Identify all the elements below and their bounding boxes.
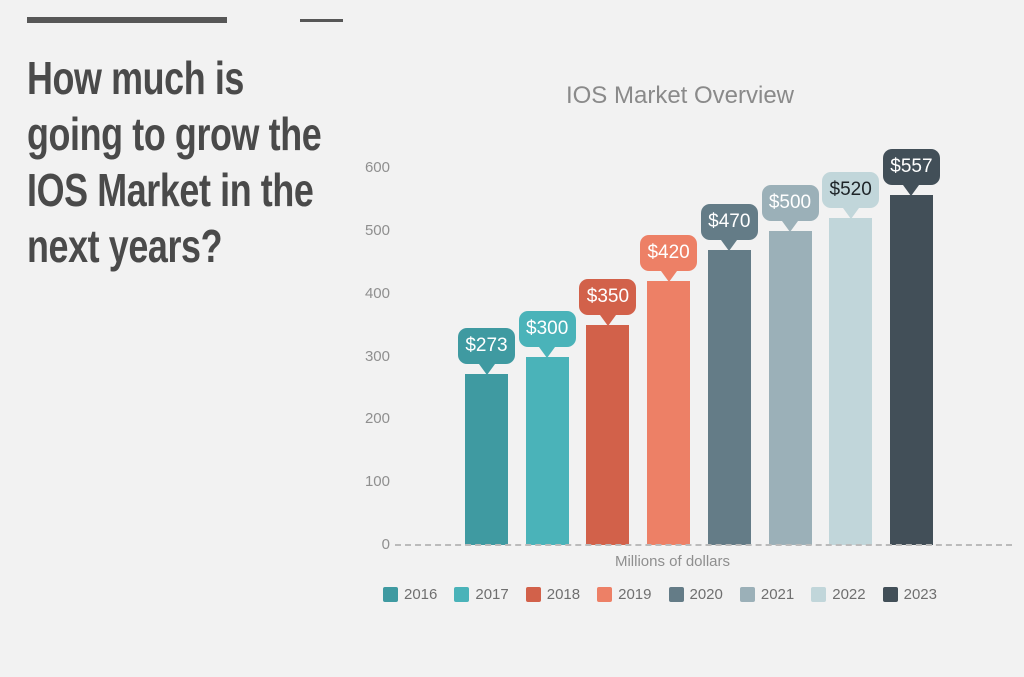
bar-2017 [525, 356, 569, 545]
legend-label: 2023 [903, 586, 937, 603]
bar-value-bubble: $500 [761, 185, 819, 221]
bubble-tail [721, 239, 738, 251]
bar-2022 [829, 218, 873, 545]
y-tick-label: 400 [364, 284, 390, 302]
bar-2023 [889, 195, 933, 545]
y-tick-label: 200 [364, 410, 390, 428]
legend-swatch [739, 587, 755, 602]
y-tick-label: 500 [364, 222, 390, 239]
legend-item-2016: 2016 [383, 586, 437, 603]
headline-underline-bar [27, 17, 227, 23]
legend-swatch [668, 587, 684, 602]
x-axis-line [395, 544, 1012, 546]
y-tick-label: 600 [364, 159, 390, 177]
legend-item-2020: 2020 [668, 586, 723, 603]
bubble-tail [782, 221, 798, 232]
bar-2018 [586, 325, 630, 545]
legend-label: 2019 [618, 586, 652, 603]
legend-label: 2018 [546, 586, 581, 603]
headline: How much is going to grow the IOS Market i… [27, 50, 355, 274]
headline-line: IOS Market in the [27, 164, 314, 216]
bar-value-bubble: $273 [458, 327, 515, 364]
legend-item-2017: 2017 [454, 586, 509, 603]
bubble-tail [478, 363, 495, 375]
legend-label: 2016 [404, 586, 438, 603]
bar-2019 [647, 281, 691, 545]
bubble-tail [842, 208, 859, 220]
legend-swatch [454, 587, 470, 602]
legend-swatch [882, 587, 898, 602]
legend-swatch [383, 587, 398, 602]
legend-swatch [525, 587, 541, 602]
legend-item-2022: 2022 [811, 586, 866, 603]
bar-value-bubble: $300 [518, 310, 576, 347]
bubble-tail [903, 185, 920, 197]
legend-label: 2022 [832, 586, 866, 603]
legend-swatch [597, 587, 613, 602]
legend-item-2019: 2019 [597, 586, 652, 603]
legend-item-2021: 2021 [739, 586, 795, 603]
y-tick-label: 0 [381, 536, 390, 553]
headline-line: next years? [27, 220, 223, 272]
legend-item-2023: 2023 [882, 586, 937, 603]
legend-label: 2021 [760, 586, 795, 603]
bubble-tail [539, 346, 556, 358]
decor-dash [300, 19, 343, 22]
legend-label: 2017 [475, 586, 509, 603]
bubble-tail [660, 271, 677, 283]
y-tick-label: 100 [364, 473, 390, 491]
x-axis-label: Millions of dollars [614, 553, 731, 570]
chart-legend: 2016 2017 2018 2019 2020 2021 2022 2023 [380, 586, 940, 603]
bar-2021 [768, 231, 812, 545]
bar-value-bubble: $557 [882, 149, 940, 186]
legend-item-2018: 2018 [525, 586, 581, 603]
bar-2016 [465, 373, 508, 545]
headline-line: going to grow the [27, 108, 322, 160]
chart-title: IOS Market Overview [565, 82, 795, 109]
headline-line: How much is [27, 52, 245, 104]
y-tick-label: 300 [364, 347, 390, 365]
legend-label: 2020 [689, 586, 723, 603]
bar-value-bubble: $420 [640, 235, 698, 272]
bar-value-bubble: $350 [579, 279, 637, 316]
bar-value-bubble: $520 [822, 172, 880, 209]
legend-swatch [811, 587, 827, 602]
bubble-tail [599, 315, 616, 327]
bar-value-bubble: $470 [700, 203, 758, 240]
bar-2020 [707, 249, 751, 545]
